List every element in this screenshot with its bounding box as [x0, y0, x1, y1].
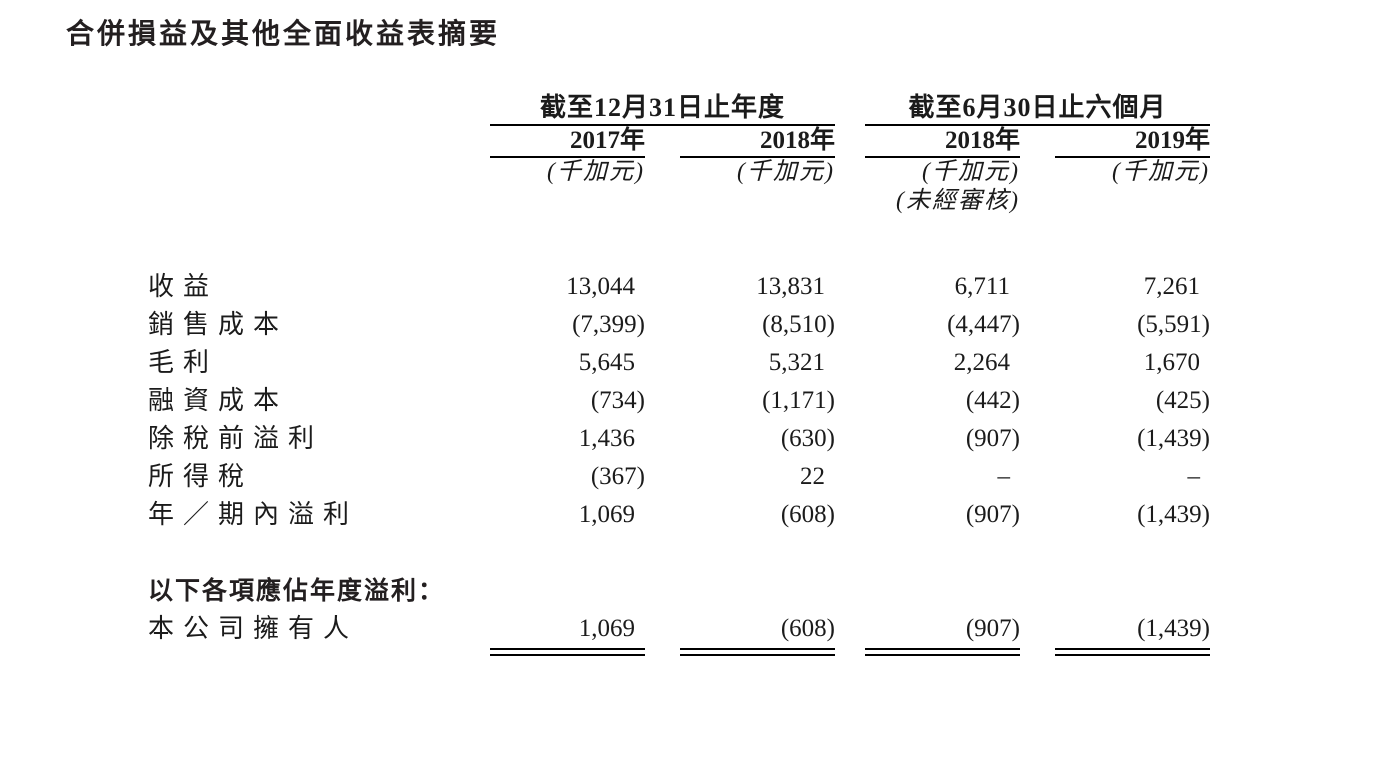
row-label: 年／期內溢利	[148, 500, 359, 530]
cell-value: 22	[800, 463, 825, 491]
cell-value: 5,645	[578, 349, 635, 377]
year-header-row: 2017年 2018年 2018年 2019年	[148, 124, 1211, 159]
cell-value: –	[1187, 463, 1201, 491]
cell-value: 1,069	[578, 615, 635, 643]
row-label: 銷售成本	[148, 310, 289, 340]
table-row: 除稅前溢利 1,436 (630) (907) (1,439)	[148, 417, 1210, 455]
double-rule	[1055, 647, 1211, 656]
cell-value: (907)	[965, 615, 1020, 643]
cell-value: (4,447)	[947, 311, 1020, 339]
cell-value: 13,831	[756, 273, 825, 301]
cell-value: (907)	[965, 425, 1020, 453]
cell-value: 5,321	[768, 349, 825, 377]
cell-value: 2,264	[953, 349, 1010, 377]
row-label: 毛利	[148, 348, 219, 378]
table-row: 收益 13,044 13,831 6,711 7,261	[148, 265, 1210, 303]
unit-header: (千加元)	[547, 159, 645, 186]
table-row-owners: 本公司擁有人 1,069 (608) (907) (1,439)	[148, 607, 1210, 645]
unit-header: (千加元)	[1112, 159, 1211, 186]
section-header-row: 以下各項應佔年度溢利：	[148, 575, 1210, 607]
table-row: 融資成本 (734) (1,171) (442) (425)	[148, 379, 1210, 417]
table-row: 銷售成本 (7,399) (8,510) (4,447) (5,591)	[148, 303, 1210, 341]
year-header-2019-interim: 2019年	[1055, 124, 1211, 159]
unaudited-note-row: (未經審核)	[148, 187, 1210, 216]
cell-value: (1,439)	[1137, 501, 1211, 529]
income-statement-table: 截至12月31日止年度 截至6月30日止六個月 2017年 2018年 2018…	[148, 92, 1211, 656]
row-label: 收益	[148, 272, 219, 302]
cell-value: (1,171)	[762, 387, 835, 415]
column-group-header-annual: 截至12月31日止年度	[490, 92, 835, 126]
cell-value: (425)	[1155, 387, 1211, 415]
column-group-header-interim: 截至6月30日止六個月	[865, 92, 1211, 126]
cell-value: (608)	[780, 615, 835, 643]
unaudited-note: (未經審核)	[896, 188, 1020, 215]
cell-value: 1,670	[1143, 349, 1201, 377]
unit-header: (千加元)	[737, 159, 835, 186]
cell-value: (1,439)	[1137, 425, 1211, 453]
cell-value: (608)	[780, 501, 835, 529]
cell-value: (630)	[780, 425, 835, 453]
row-label: 所得稅	[148, 462, 254, 492]
double-rule	[865, 647, 1020, 656]
row-label: 除稅前溢利	[148, 424, 324, 454]
column-group-row: 截至12月31日止年度 截至6月30日止六個月	[148, 92, 1211, 126]
cell-value: (907)	[965, 501, 1020, 529]
cell-value: (5,591)	[1137, 311, 1211, 339]
year-header-2018: 2018年	[680, 124, 835, 159]
year-header-2017: 2017年	[490, 124, 645, 159]
double-rule	[680, 647, 835, 656]
cell-value: 1,436	[578, 425, 635, 453]
cell-value: –	[997, 463, 1011, 491]
double-rule	[490, 647, 645, 656]
cell-value: (8,510)	[762, 311, 835, 339]
cell-value: (734)	[590, 387, 645, 415]
cell-value: 6,711	[954, 273, 1010, 301]
cell-value: (7,399)	[572, 311, 645, 339]
unit-header: (千加元)	[922, 159, 1020, 186]
double-rule-row	[148, 645, 1211, 656]
cell-value: (1,439)	[1137, 615, 1211, 643]
cell-value: 7,261	[1143, 273, 1201, 301]
cell-value: (442)	[965, 387, 1020, 415]
table-row: 年／期內溢利 1,069 (608) (907) (1,439)	[148, 493, 1210, 531]
cell-value: (367)	[590, 463, 645, 491]
table-row: 毛利 5,645 5,321 2,264 1,670	[148, 341, 1210, 379]
section-header: 以下各項應佔年度溢利：	[148, 577, 446, 606]
cell-value: 1,069	[578, 501, 635, 529]
page-title: 合併損益及其他全面收益表摘要	[66, 18, 501, 49]
unit-row: (千加元) (千加元) (千加元) (千加元)	[148, 157, 1210, 187]
row-label: 融資成本	[148, 386, 289, 416]
cell-value: 13,044	[566, 273, 635, 301]
table-row: 所得稅 (367) 22 – –	[148, 455, 1210, 493]
row-label: 本公司擁有人	[148, 614, 359, 644]
year-header-2018-interim: 2018年	[865, 124, 1020, 159]
